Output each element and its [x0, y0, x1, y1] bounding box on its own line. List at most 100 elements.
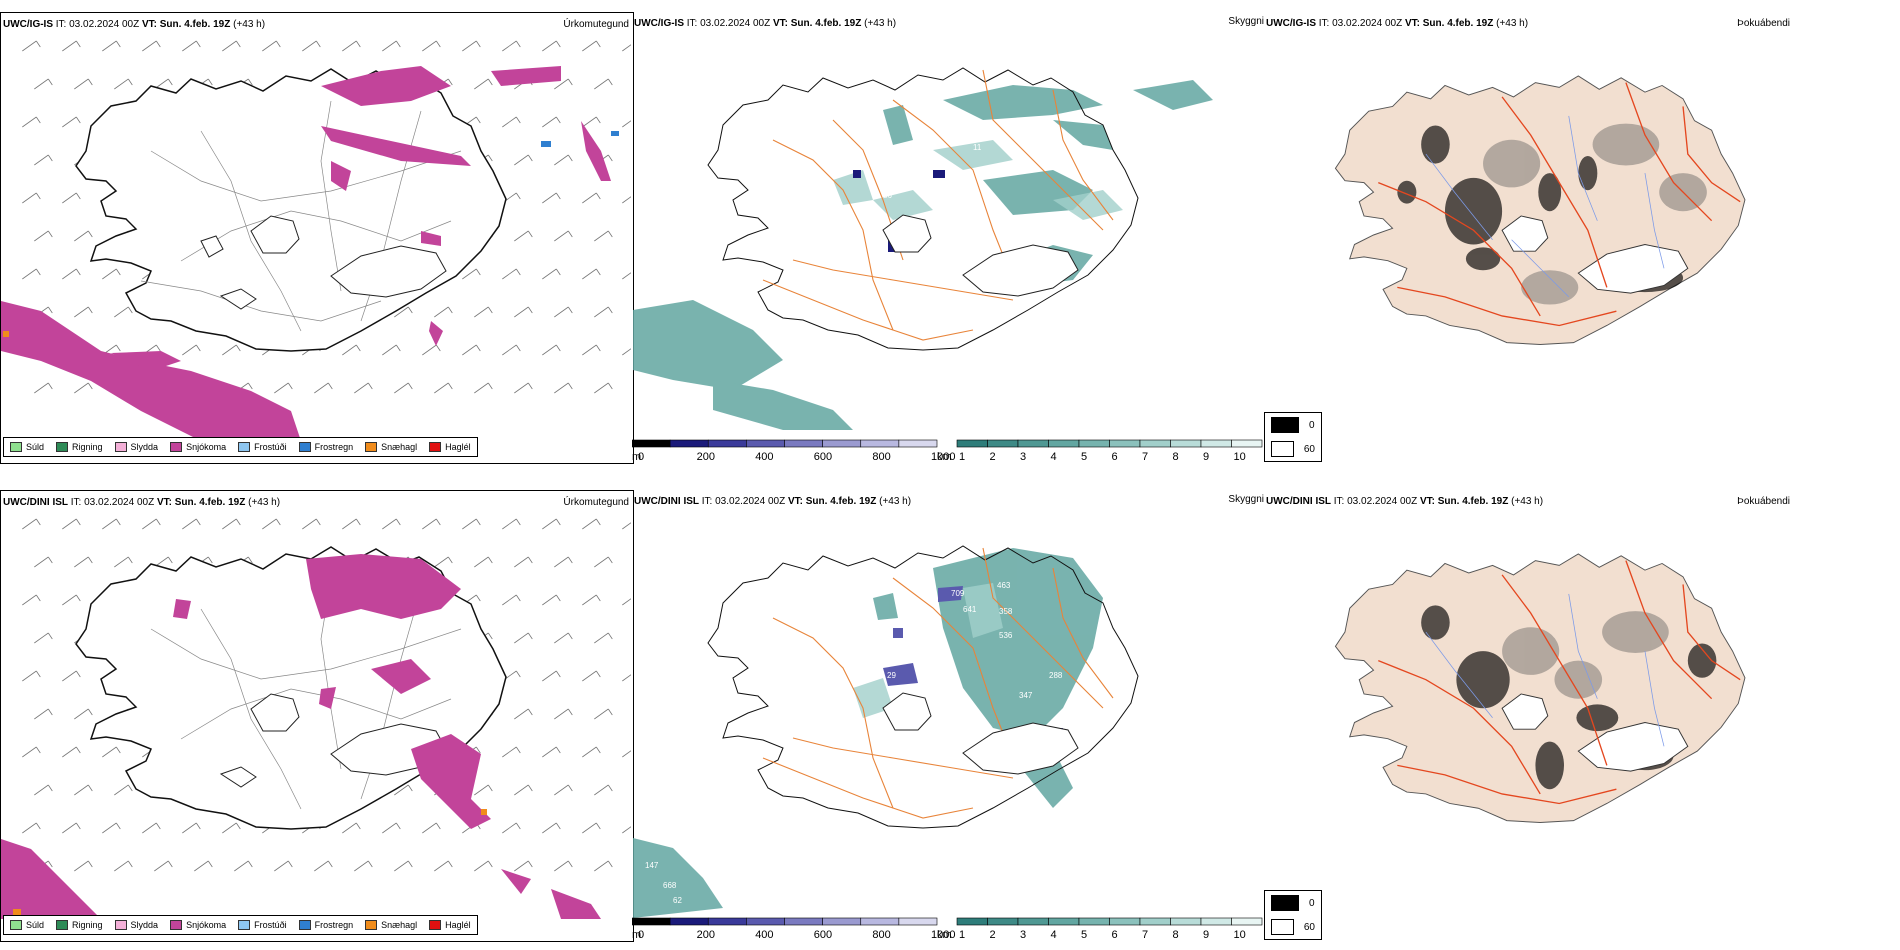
height-color-step [746, 917, 785, 926]
km-color-step [1078, 439, 1110, 448]
vis-label: 89 [843, 398, 852, 407]
km-tick: 9 [1203, 451, 1209, 462]
km-color-step [987, 439, 1019, 448]
vis-label: 15 [951, 237, 960, 246]
km-color-step [1078, 917, 1110, 926]
fog-legend: 0 60 [1264, 890, 1322, 940]
vis-label: 288 [1049, 671, 1063, 680]
km-color-step [1170, 917, 1202, 926]
panel-header: UWC/IG-IS IT: 03.02.2024 00Z VT: Sun. 4.… [3, 19, 633, 33]
vis-label: 347 [1019, 691, 1033, 700]
fog-legend-item: 0 [1265, 891, 1321, 915]
legend-item-slydda: Slydda [114, 442, 158, 452]
legend-item-frostudi: Frostúði [238, 442, 287, 452]
km-tick: 8 [1173, 929, 1179, 940]
km-unit: km [937, 451, 952, 462]
height-tick: 200 [697, 929, 715, 940]
height-color-step [707, 917, 747, 926]
km-color-step [1109, 917, 1141, 926]
km-tick: 6 [1112, 929, 1118, 940]
legend-item-haglel: Haglél [429, 442, 471, 452]
precip-type-legend: Súld Rigning Slydda Snjókoma Frostúði Fr… [3, 437, 478, 457]
precip-map [1, 518, 631, 919]
legend-item-slydda: Slydda [114, 920, 158, 930]
height-colorbar: m 0 200 400 600 800 1000 km 1 2 3 4 5 6 7 8 9 10 [632, 438, 1264, 462]
valid-time-label: VT: [141, 19, 157, 30]
km-tick: 6 [1112, 451, 1118, 462]
height-tick: 0 [638, 929, 644, 940]
legend-item-frostudi: Frostúði [238, 920, 287, 930]
vis-label: 463 [997, 581, 1011, 590]
height-color-step [632, 917, 671, 926]
fog-legend-item: 60 [1265, 915, 1321, 939]
height-color-step [822, 917, 862, 926]
height-unit: m [632, 451, 641, 462]
height-tick: 1000 [931, 451, 955, 462]
panel-header: UWC/IG-IS IT: 03.02.2024 00Z VT: Sun. 4.… [1266, 18, 1529, 29]
vis-label: 709 [951, 589, 965, 598]
height-color-step [669, 439, 709, 448]
height-color-step [822, 439, 862, 448]
panel-header: UWC/DINI ISL IT: 03.02.2024 00Z VT: Sun.… [634, 496, 912, 507]
km-color-step [1048, 917, 1080, 926]
height-tick: 0 [638, 451, 644, 462]
km-tick: 10 [1234, 929, 1246, 940]
km-color-step [956, 917, 988, 926]
visibility-map: 709 463 641 358 536 288 347 29 147 668 6… [633, 545, 1139, 918]
height-color-step [860, 439, 900, 448]
legend-item-sudl: Súld [10, 442, 44, 452]
height-tick: 400 [755, 929, 773, 940]
height-color-step [632, 439, 671, 448]
vis-label: 62 [673, 896, 682, 905]
panel-title: Þokuábendi [1737, 496, 1790, 507]
km-color-step [987, 917, 1019, 926]
fog-legend-item: 0 [1265, 413, 1321, 437]
vis-label: 723 [855, 408, 869, 417]
panel-title: Úrkomutegund [563, 19, 629, 30]
precip-panel-top: UWC/IG-IS IT: 03.02.2024 00Z VT: Sun. 4.… [0, 12, 634, 464]
height-tick: 1000 [931, 929, 955, 940]
height-color-step [860, 917, 900, 926]
vis-label: 641 [963, 605, 977, 614]
vis-label: 536 [999, 631, 1013, 640]
visibility-map: 36 362 6 15 18 11 47 89 723 [633, 67, 1213, 430]
km-color-step [1200, 917, 1232, 926]
visibility-panel-bottom: UWC/DINI ISL IT: 03.02.2024 00Z VT: Sun.… [632, 490, 1264, 940]
km-color-step [1048, 439, 1080, 448]
fog-panel-top: UWC/IG-IS IT: 03.02.2024 00Z VT: Sun. 4.… [1264, 12, 1900, 462]
height-color-step [898, 439, 938, 448]
legend-item-rigning: Rigning [56, 442, 103, 452]
panel-title: Úrkomutegund [563, 497, 629, 508]
km-color-step [956, 439, 988, 448]
height-unit: m [632, 929, 641, 940]
km-color-step [1109, 439, 1141, 448]
height-tick: 600 [814, 929, 832, 940]
precip-type-legend: Súld Rigning Slydda Snjókoma Frostúði Fr… [3, 915, 478, 935]
km-tick: 7 [1142, 929, 1148, 940]
height-color-step [707, 439, 747, 448]
vis-label: 29 [887, 671, 896, 680]
km-tick: 5 [1081, 929, 1087, 940]
vis-label: 36 [883, 191, 892, 200]
height-tick: 400 [755, 451, 773, 462]
height-tick: 600 [814, 451, 832, 462]
panel-title: Skyggni [1228, 16, 1264, 27]
km-tick: 2 [990, 451, 996, 462]
legend-item-snaehagl: Snæhagl [365, 442, 417, 452]
legend-item-frostregn: Frostregn [298, 442, 353, 452]
km-color-step [1017, 917, 1049, 926]
km-color-step [1139, 917, 1171, 926]
km-tick: 1 [959, 929, 965, 940]
legend-item-frostregn: Frostregn [298, 920, 353, 930]
model-name: UWC/IG-IS [3, 19, 53, 30]
fog-legend-item: 60 [1265, 437, 1321, 461]
height-tick: 200 [697, 451, 715, 462]
panel-header: UWC/DINI ISL IT: 03.02.2024 00Z VT: Sun.… [3, 497, 281, 508]
km-tick: 4 [1051, 929, 1057, 940]
height-color-step [669, 917, 709, 926]
km-tick: 8 [1173, 451, 1179, 462]
km-unit: km [937, 929, 952, 940]
panel-header: UWC/IG-IS IT: 03.02.2024 00Z VT: Sun. 4.… [634, 18, 897, 29]
legend-item-snjokoma: Snjókoma [170, 442, 226, 452]
legend-item-rigning: Rigning [56, 920, 103, 930]
